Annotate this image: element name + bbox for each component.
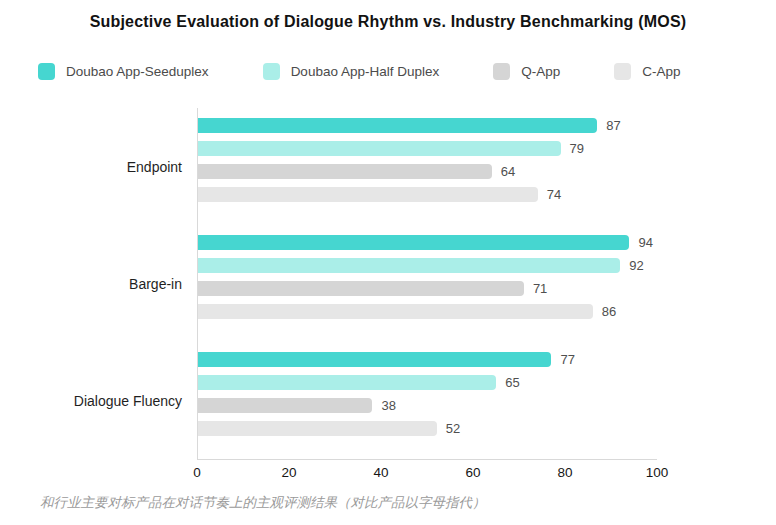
bar-row: 65 [198,375,657,390]
bar-doubao-app-half-duplex-endpoint [198,141,561,156]
bars-endpoint: 87 79 64 74 [197,108,657,225]
bar-groups: Endpoint 87 79 64 74 Barge-in 94 92 71 86 Dialogue… [0,108,776,459]
bar-value-label: 64 [501,164,515,179]
bar-doubao-app-seeduplex-endpoint [198,118,597,133]
bar-q-app-barge-in [198,281,524,296]
bar-value-label: 52 [446,421,460,436]
bar-doubao-app-half-duplex-barge-in [198,258,620,273]
legend-item-doubao-app-half-duplex: Doubao App-Half Duplex [263,63,440,80]
bar-row: 86 [198,304,657,319]
bar-q-app-endpoint [198,164,492,179]
legend-item-doubao-app-seeduplex: Doubao App-Seeduplex [38,63,209,80]
bar-row: 64 [198,164,657,179]
bar-row: 79 [198,141,657,156]
x-tick-label-60: 60 [465,465,480,480]
legend-label: C-App [642,64,680,79]
x-tick-label-20: 20 [281,465,296,480]
footnote-caption: 和行业主要对标产品在对话节奏上的主观评测结果（对比产品以字母指代） [40,494,486,512]
legend-item-q-app: Q-App [493,63,560,80]
legend-swatch-c-app [614,63,631,80]
bar-row: 38 [198,398,657,413]
legend: Doubao App-Seeduplex Doubao App-Half Dupl… [38,63,681,80]
bar-q-app-dialogue-fluency [198,398,372,413]
bar-c-app-barge-in [198,304,593,319]
bar-value-label: 86 [602,304,616,319]
category-group-barge-in: Barge-in 94 92 71 86 [0,225,776,342]
bar-c-app-dialogue-fluency [198,421,437,436]
legend-swatch-doubao-app-half-duplex [263,63,280,80]
legend-label: Doubao App-Seeduplex [66,64,209,79]
bar-value-label: 87 [606,118,620,133]
category-label-endpoint: Endpoint [0,108,197,225]
bar-value-label: 94 [638,235,652,250]
x-tick-label-100: 100 [646,465,669,480]
bar-value-label: 38 [381,398,395,413]
x-tick-label-40: 40 [373,465,388,480]
bars-dialogue-fluency: 77 65 38 52 [197,342,657,459]
bar-value-label: 71 [533,281,547,296]
x-tick-label-0: 0 [193,465,201,480]
bar-row: 92 [198,258,657,273]
bar-value-label: 65 [505,375,519,390]
category-label-barge-in: Barge-in [0,225,197,342]
bar-doubao-app-half-duplex-dialogue-fluency [198,375,496,390]
bar-c-app-endpoint [198,187,538,202]
bar-value-label: 74 [547,187,561,202]
legend-label: Q-App [521,64,560,79]
bars-barge-in: 94 92 71 86 [197,225,657,342]
bar-row: 71 [198,281,657,296]
bar-row: 52 [198,421,657,436]
bar-row: 74 [198,187,657,202]
x-tick-label-80: 80 [557,465,572,480]
bar-row: 77 [198,352,657,367]
legend-swatch-q-app [493,63,510,80]
category-group-endpoint: Endpoint 87 79 64 74 [0,108,776,225]
chart-title: Subjective Evaluation of Dialogue Rhythm… [0,13,776,31]
bar-row: 94 [198,235,657,250]
bar-value-label: 92 [629,258,643,273]
bar-value-label: 79 [570,141,584,156]
category-label-dialogue-fluency: Dialogue Fluency [0,342,197,459]
legend-swatch-doubao-app-seeduplex [38,63,55,80]
bar-row: 87 [198,118,657,133]
plot-area: Endpoint 87 79 64 74 Barge-in 94 92 71 86 Dialogue… [0,108,776,482]
legend-item-c-app: C-App [614,63,680,80]
category-group-dialogue-fluency: Dialogue Fluency 77 65 38 52 [0,342,776,459]
bar-value-label: 77 [560,352,574,367]
legend-label: Doubao App-Half Duplex [291,64,440,79]
x-axis-ticks: 020406080100 [197,460,657,482]
bar-doubao-app-seeduplex-dialogue-fluency [198,352,551,367]
bar-doubao-app-seeduplex-barge-in [198,235,629,250]
chart-card: Subjective Evaluation of Dialogue Rhythm… [0,0,776,525]
